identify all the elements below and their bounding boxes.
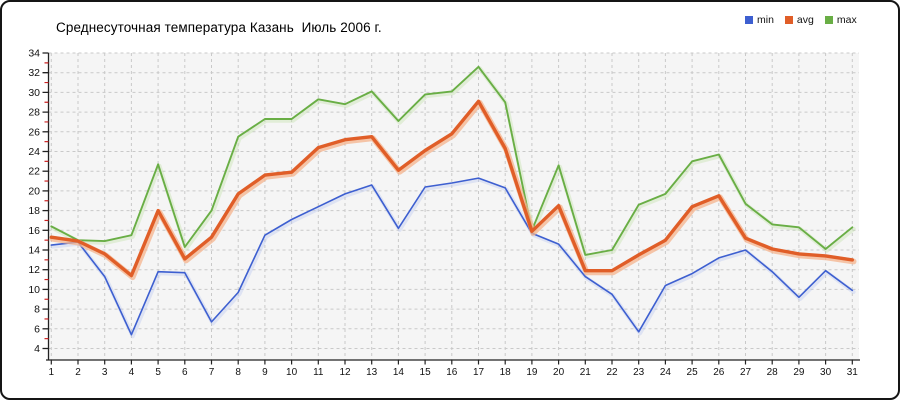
y-axis: 4 6 8 10 12 14 16 18 20 22 24 26 28 30 32 34 bbox=[28, 48, 50, 360]
legend-label-max: max bbox=[836, 14, 857, 26]
x-tick-label: 14 bbox=[393, 367, 405, 378]
x-tick-label: 8 bbox=[235, 367, 241, 378]
legend-item-min: min bbox=[745, 15, 774, 26]
x-tick-label: 13 bbox=[366, 367, 378, 378]
x-tick-label: 30 bbox=[820, 367, 832, 378]
plot-area bbox=[48, 53, 859, 360]
y-tick-label: 26 bbox=[28, 126, 40, 138]
x-tick-label: 3 bbox=[102, 367, 108, 378]
x-tick-label: 11 bbox=[313, 367, 324, 378]
y-tick-label: 20 bbox=[28, 185, 40, 197]
y-tick-label: 34 bbox=[28, 48, 40, 60]
x-tick-label: 10 bbox=[286, 367, 298, 378]
y-tick-label: 22 bbox=[28, 166, 40, 178]
x-tick-label: 27 bbox=[740, 367, 752, 378]
legend-swatch-avg bbox=[784, 16, 793, 25]
x-tick-label: 26 bbox=[713, 367, 725, 378]
x-tick-label: 7 bbox=[209, 367, 215, 378]
legend-swatch-max bbox=[824, 16, 833, 25]
series-max bbox=[50, 65, 856, 259]
x-tick-label: 18 bbox=[500, 367, 512, 378]
y-tick-label: 16 bbox=[28, 225, 40, 237]
series-min bbox=[50, 177, 856, 339]
x-tick-label: 5 bbox=[155, 367, 161, 378]
legend-item-max: max bbox=[824, 14, 857, 26]
series-line-max bbox=[50, 65, 854, 256]
y-tick-label: 8 bbox=[34, 304, 40, 316]
y-tick-label: 18 bbox=[28, 205, 40, 217]
y-tick-label: 28 bbox=[28, 107, 40, 119]
y-tick-label: 4 bbox=[34, 343, 40, 355]
x-axis: 1 2 3 4 5 6 7 8 9 10 11 12 13 14 15 16 17 18 19 20 21 22 23 24 2… bbox=[46, 359, 860, 378]
y-tick-label: 12 bbox=[28, 264, 40, 276]
series-line-min bbox=[50, 177, 854, 336]
y-tick-label: 14 bbox=[28, 245, 40, 257]
chart-title: Среднесуточная температура Казань Июль 2… bbox=[56, 20, 382, 35]
y-tick-label: 24 bbox=[28, 146, 40, 158]
x-tick-label: 24 bbox=[660, 367, 672, 378]
x-tick-label: 4 bbox=[129, 367, 135, 378]
x-tick-label: 21 bbox=[580, 367, 592, 378]
y-tick-label: 30 bbox=[28, 87, 40, 99]
x-tick-label: 25 bbox=[687, 367, 699, 378]
legend-swatch-min bbox=[745, 16, 753, 25]
x-tick-label: 1 bbox=[49, 367, 55, 378]
x-tick-label: 19 bbox=[526, 367, 538, 378]
x-tick-label: 29 bbox=[793, 367, 805, 378]
legend-item-avg: avg bbox=[784, 14, 814, 26]
x-tick-label: 12 bbox=[339, 367, 351, 378]
y-tick-label: 32 bbox=[28, 67, 40, 79]
x-tick-label: 9 bbox=[262, 367, 268, 378]
series-line-avg bbox=[49, 99, 854, 278]
y-tick-label: 10 bbox=[28, 284, 40, 296]
legend: min avg max bbox=[745, 15, 857, 26]
series-avg bbox=[49, 99, 857, 281]
legend-label-avg: avg bbox=[796, 14, 814, 26]
x-tick-label: 20 bbox=[553, 367, 565, 378]
x-tick-label: 31 bbox=[847, 367, 859, 378]
y-tick-label: 6 bbox=[34, 323, 40, 335]
x-tick-label: 2 bbox=[75, 367, 81, 378]
x-tick-label: 22 bbox=[606, 367, 618, 378]
legend-label-min: min bbox=[757, 14, 774, 26]
x-tick-label: 15 bbox=[420, 367, 432, 378]
x-tick-label: 16 bbox=[446, 367, 458, 378]
x-tick-label: 6 bbox=[182, 367, 188, 378]
x-tick-label: 28 bbox=[767, 367, 779, 378]
x-tick-label: 23 bbox=[633, 367, 645, 378]
x-tick-label: 17 bbox=[473, 367, 485, 378]
